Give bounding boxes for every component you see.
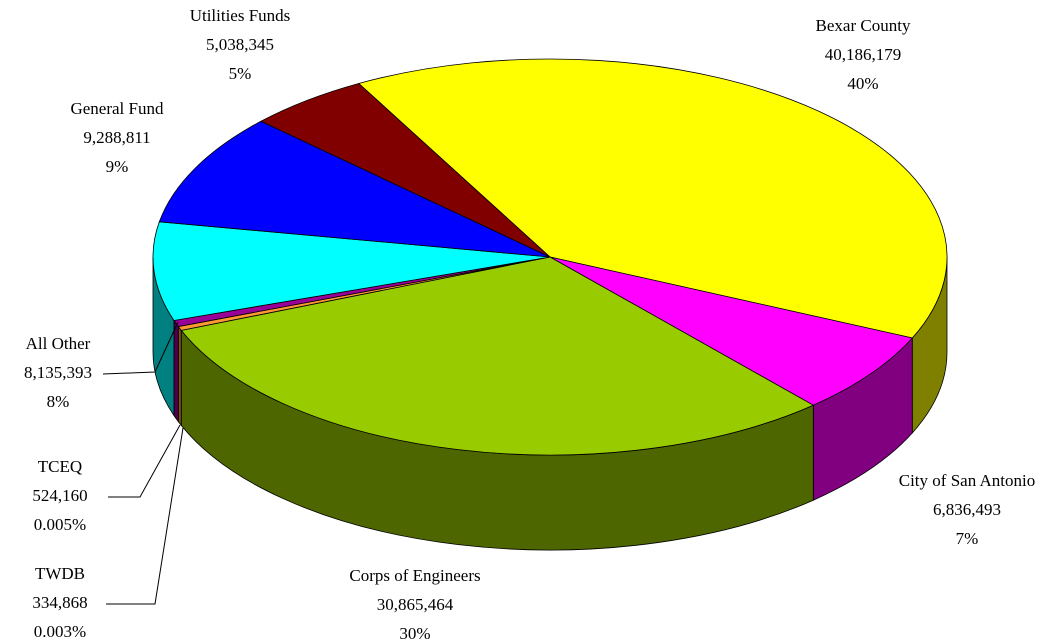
percent-label: 9% [106,157,129,176]
slice-label: General Fund [70,99,164,118]
value-label: 9,288,811 [83,128,150,147]
percent-label: 5% [229,64,252,83]
percent-label: 40% [847,74,878,93]
slice-label: TCEQ [38,457,82,476]
slice-label: All Other [26,334,91,353]
value-label: 5,038,345 [206,35,274,54]
leader-line [102,321,179,375]
percent-label: 0.005% [34,515,86,534]
slice-side [177,325,182,427]
slice [260,83,551,258]
value-label: 334,868 [32,593,87,612]
value-label: 8,135,393 [24,363,92,382]
percent-label: 7% [956,529,979,548]
slice [180,256,815,456]
slice-label: Corps of Engineers [349,566,480,585]
slice-label: Bexar County [816,16,911,35]
percent-label: 30% [399,624,430,643]
slice [152,221,551,321]
percent-label: 8% [47,392,70,411]
slice-label: TWDB [35,564,85,583]
leader-line [108,424,181,498]
slice-label: City of San Antonio [899,471,1035,490]
slice [357,58,948,339]
slice [549,256,914,406]
percent-label: 0.003% [34,622,86,641]
value-label: 30,865,464 [377,595,454,614]
value-label: 524,160 [32,486,87,505]
value-label: 6,836,493 [933,500,1001,519]
slice [158,120,551,258]
slice-label: Utilities Funds [190,6,291,25]
value-label: 40,186,179 [825,45,902,64]
slice-side [173,319,179,423]
leader-line [106,427,184,605]
